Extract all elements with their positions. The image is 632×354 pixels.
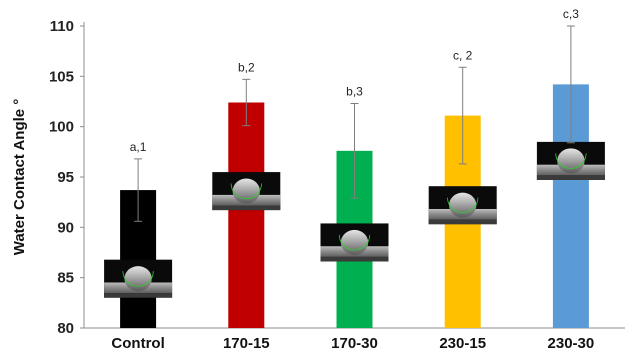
- x-category-label: 230-15: [439, 335, 486, 352]
- droplet-image-drop: [449, 192, 477, 218]
- significance-label: c, 2: [453, 48, 473, 62]
- droplet-image-fit-curve: [555, 153, 587, 169]
- droplet-image-substrate: [428, 219, 497, 225]
- droplet-image-fit-curve: [122, 271, 154, 287]
- y-tick-label: 95: [57, 169, 74, 186]
- droplet-image-substrate: [212, 205, 281, 211]
- droplet-image: [428, 186, 497, 225]
- y-tick-label: 90: [57, 219, 74, 236]
- droplet-image-fit-curve: [230, 183, 262, 200]
- droplet-image-drop: [124, 266, 152, 292]
- x-category-label: 170-30: [331, 335, 378, 352]
- bar: [228, 102, 265, 328]
- droplet-image-fit-curve: [338, 234, 371, 251]
- significance-label: b,3: [346, 85, 363, 99]
- droplet-image-drop: [340, 229, 369, 255]
- y-axis-title: Water Contact Angle °: [11, 99, 28, 256]
- droplet-image-fit-curve: [447, 197, 479, 214]
- droplet-image: [536, 141, 605, 180]
- droplet-image-substrate: [536, 175, 605, 180]
- y-tick-label: 80: [57, 320, 74, 337]
- x-category-label: 170-15: [223, 335, 270, 352]
- plot-area: 80 85 90 95 100 105 110 a,1 Control b,2 170-15 b,3 1…: [49, 7, 625, 352]
- droplet-image-drop: [557, 148, 585, 174]
- y-tick-label: 100: [49, 119, 74, 136]
- y-tick-label: 110: [50, 18, 74, 35]
- droplet-image-substrate: [104, 293, 173, 298]
- x-category-label: 230-30: [548, 335, 595, 352]
- x-category-label: Control: [111, 335, 164, 352]
- droplet-image: [320, 223, 389, 262]
- droplet-image-substrate: [320, 256, 389, 262]
- droplet-image: [104, 259, 173, 298]
- droplet-image: [212, 172, 281, 211]
- droplet-image-drop: [232, 178, 260, 204]
- y-tick-label: 105: [49, 68, 74, 85]
- significance-label: b,2: [238, 60, 255, 74]
- significance-label: c,3: [563, 7, 579, 21]
- significance-label: a,1: [130, 140, 147, 154]
- y-tick-label: 85: [57, 270, 74, 287]
